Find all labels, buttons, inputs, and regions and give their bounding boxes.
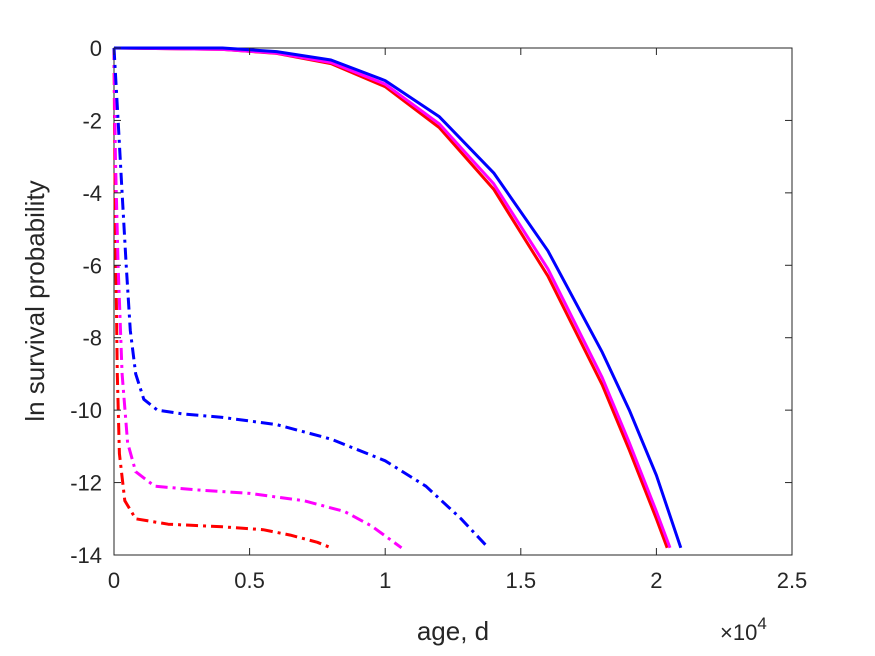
y-tick-label: -12 [70, 471, 102, 496]
y-tick-labels: 0 -2 -4 -6 -8 -10 -12 -14 [70, 36, 102, 568]
plot-area [113, 47, 793, 556]
y-tick-label: 0 [90, 36, 102, 61]
series-line-6 [112, 47, 490, 549]
x-tick-label: 1 [379, 568, 391, 593]
multiplier-base: ×10 [720, 620, 757, 645]
y-axis-label: ln survival probability [20, 180, 50, 421]
series-line-3 [114, 46, 683, 549]
x-tick-label: 1.5 [506, 568, 537, 593]
x-tick-label: 2 [650, 568, 662, 593]
y-tick-label: -14 [70, 543, 102, 568]
ticks-layer [113, 47, 793, 556]
y-tick-label: -2 [82, 108, 102, 133]
x-axis-label: age, d [417, 616, 489, 646]
x-axis-multiplier: ×104 [720, 614, 767, 645]
y-tick-label: -6 [82, 253, 102, 278]
y-tick-label: -10 [70, 398, 102, 423]
multiplier-exponent: 4 [757, 614, 766, 633]
x-tick-labels: 0 0.5 1 1.5 2 2.5 [108, 568, 807, 593]
y-tick-label: -4 [82, 181, 102, 206]
x-tick-label: 0 [108, 568, 120, 593]
x-tick-label: 2.5 [777, 568, 808, 593]
x-tick-label: 0.5 [234, 568, 265, 593]
y-tick-label: -8 [82, 326, 102, 351]
